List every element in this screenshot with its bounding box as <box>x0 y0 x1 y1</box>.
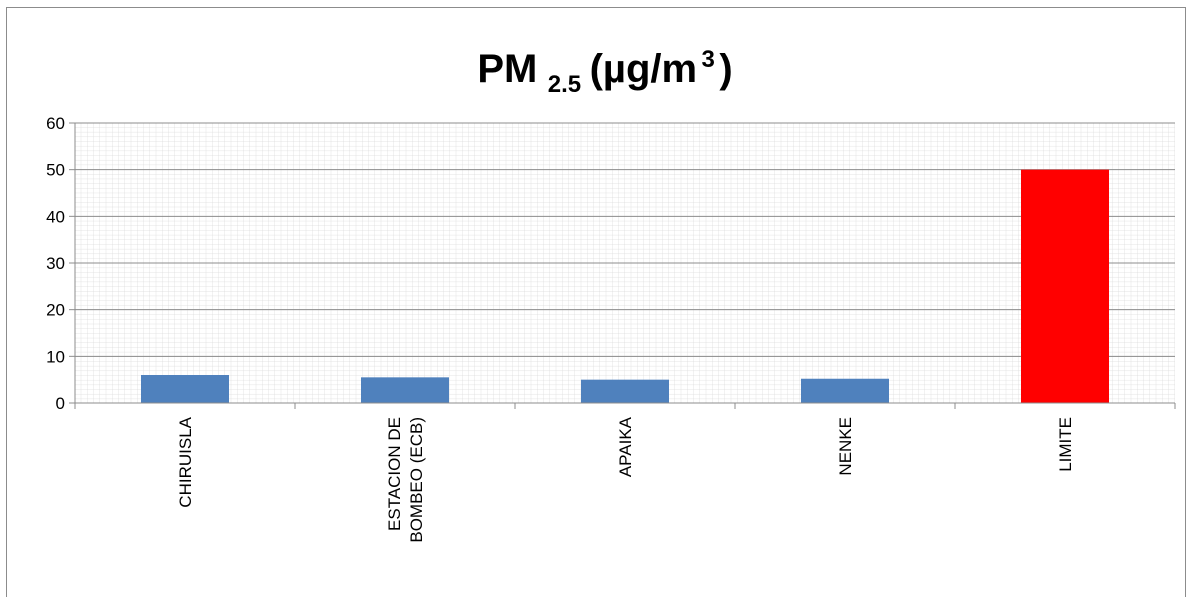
y-axis-tick-labels: 0 10 20 30 40 50 60 <box>46 114 65 413</box>
y-tick-label-0: 0 <box>56 394 65 413</box>
bar-0 <box>141 375 229 403</box>
title-unit-superscript: 3 <box>702 46 715 73</box>
y-tick-label-2: 20 <box>46 301 65 320</box>
x-category-label-2: APAIKA <box>616 416 635 477</box>
bar-4 <box>1021 169 1109 403</box>
y-tick-label-5: 50 <box>46 161 65 180</box>
bar-1 <box>361 377 449 403</box>
x-category-label-3: NENKE <box>836 417 855 476</box>
y-tick-label-1: 10 <box>46 347 65 366</box>
x-category-label-1-line-1: BOMBEO (ECB) <box>407 417 426 543</box>
bar-3 <box>801 378 889 403</box>
title-unit-open: (µg/m <box>590 47 697 91</box>
x-category-label-1-line-0: ESTACION DE <box>385 417 404 531</box>
y-tick-label-4: 40 <box>46 207 65 226</box>
y-tick-label-6: 60 <box>46 114 65 133</box>
title-main: PM <box>477 47 537 91</box>
x-category-label-4: LIMITE <box>1056 417 1075 472</box>
title-unit-close: ) <box>719 47 732 91</box>
major-gridlines <box>75 122 1175 357</box>
title-subscript: 2.5 <box>548 71 581 98</box>
x-category-label-0: CHIRUISLA <box>176 416 195 507</box>
axes <box>69 122 1176 409</box>
x-axis-category-labels: CHIRUISLA ESTACION DE BOMBEO (ECB) APAIKA NE… <box>176 416 1075 542</box>
chart-title: PM 2.5 (µg/m 3 ) <box>477 46 732 98</box>
bar-2 <box>581 379 669 403</box>
y-tick-label-3: 30 <box>46 254 65 273</box>
bars <box>141 169 1109 403</box>
